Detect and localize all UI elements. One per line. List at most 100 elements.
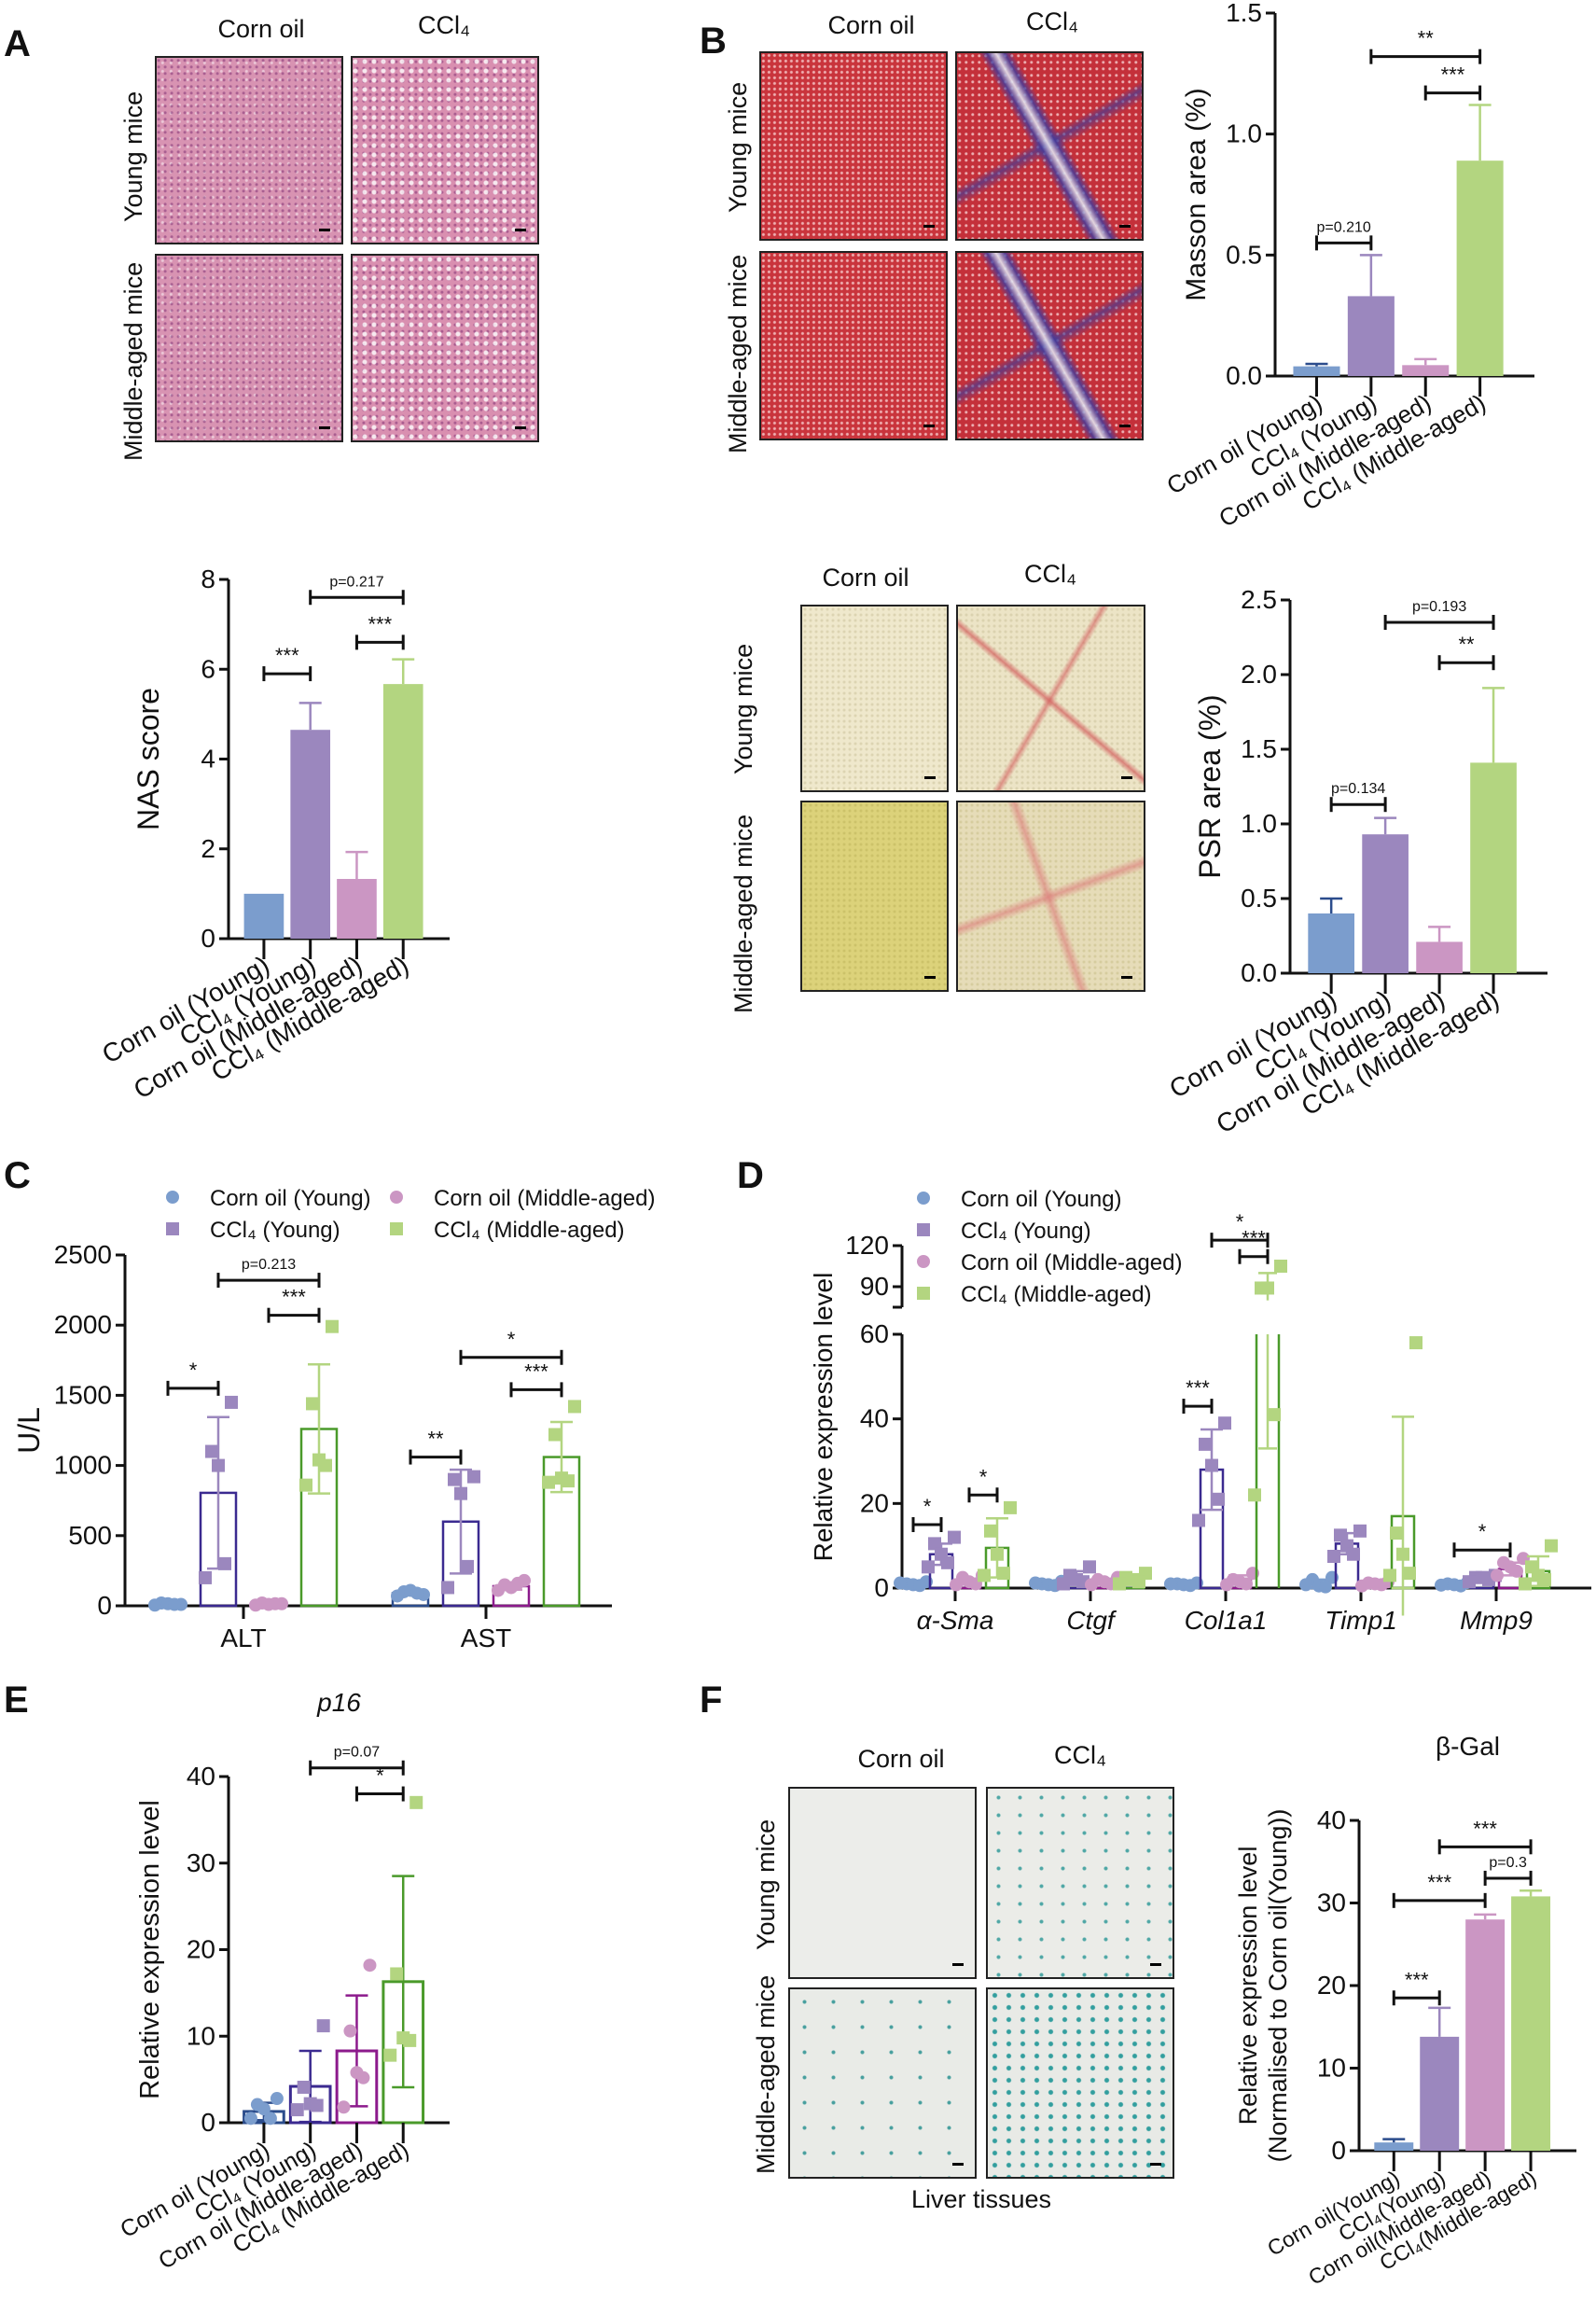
column-header-ccl4: CCl₄ [417,11,471,39]
significance-label: ** [427,1428,444,1451]
y-tick-label: 1.5 [1226,0,1262,27]
significance-label: p=0.210 [1317,219,1371,235]
legend-label: CCl₄ (Middle-aged) [434,1218,625,1243]
y-tick-label: 0.5 [1226,240,1262,269]
data-point-square [310,2098,324,2112]
data-point-square [1274,1260,1287,1273]
legend-marker-square [917,1223,930,1236]
significance-label: * [979,1465,988,1488]
data-point-circle [1085,1578,1098,1592]
bar [1402,365,1450,376]
data-point-square [1268,1408,1281,1422]
scale-bar [319,229,330,231]
data-point-square [290,2103,304,2117]
masson-image-corn-young [759,51,948,241]
data-point-circle [363,1959,377,1972]
significance-label: p=0.213 [242,1257,296,1273]
data-point-square [326,1319,339,1333]
y-tick-label: 10 [1317,2054,1346,2083]
x-tick-label: Mmp9 [1460,1606,1533,1635]
significance-label: *** [368,612,393,635]
y-tick-label: 8 [201,565,215,593]
scale-bar [924,976,936,979]
data-point-square [454,1486,467,1500]
significance-label: p=0.193 [1412,599,1466,615]
data-point-square [1545,1539,1558,1553]
data-point-circle [1220,1578,1233,1592]
y-tick-label: 2.5 [1241,585,1277,614]
data-point-circle [148,1598,161,1612]
bar [290,730,331,939]
y-tick-label: 20 [187,1935,215,1964]
data-point-square [306,1397,319,1411]
y-tick-label: 20 [1317,1971,1346,2000]
panel-label-c: C [4,1155,31,1196]
significance-label: ** [1458,633,1475,656]
y-axis-label: Relative expression level [1234,1847,1262,2126]
data-point-circle [249,1598,262,1612]
data-point-circle [1355,1579,1368,1593]
significance-label: *** [1473,1817,1497,1840]
data-point-circle [1319,1580,1332,1594]
bgal-image-corn-young [788,1787,977,1979]
scale-bar [952,1963,964,1966]
data-point-circle [1029,1576,1042,1590]
y-tick-label: 500 [68,1521,112,1550]
significance-label: ** [1418,27,1435,50]
bar [1362,834,1409,973]
data-point-square [299,1478,312,1492]
he-image-ccl4-middle [351,254,539,442]
x-tick-label: AST [461,1624,511,1652]
scale-bar [515,229,526,231]
data-point-square [218,1556,231,1570]
bar [382,684,423,939]
data-point-square [1334,1528,1347,1542]
data-point-square [199,1570,212,1584]
significance-label: *** [1242,1227,1266,1250]
x-tick-label: Ctgf [1066,1606,1117,1635]
data-point-circle [269,1596,282,1610]
data-point-square [1538,1572,1551,1586]
y-tick-label: 40 [187,1762,215,1791]
y-axis-label: PSR area (%) [1193,694,1227,878]
data-point-square [922,1560,935,1574]
legend-label: CCl₄ (Young) [210,1218,340,1243]
bar [1293,366,1340,376]
y-tick-label: 2500 [54,1240,112,1269]
legend-label: CCl₄ (Middle-aged) [961,1282,1152,1307]
y-axis-label: Relative expression level [135,1800,165,2099]
data-point-circle [257,2102,271,2116]
scale-bar [319,426,330,429]
legend-label: Corn oil (Young) [210,1186,371,1211]
legend-marker-circle [917,1255,930,1268]
psr-image-ccl4-young [956,605,1145,792]
y-tick-label: 0 [874,1573,889,1602]
panel-label-b: B [700,21,727,62]
y-axis-label: Relative expression level [809,1273,838,1562]
scale-bar [1150,1963,1161,1966]
panel-label-d: D [737,1155,764,1196]
significance-label: *** [1441,63,1465,87]
data-point-square [1192,1513,1205,1527]
data-point-square [1199,1437,1212,1451]
scale-bar [952,2163,964,2166]
data-point-circle [1164,1577,1177,1591]
data-point-square [1218,1416,1231,1430]
column-header-ccl4: CCl₄ [1025,7,1079,35]
y-tick-label: 2 [201,834,215,863]
legend-label: Corn oil (Middle-aged) [434,1186,655,1211]
scale-bar [1121,976,1132,979]
significance-label: * [376,1764,384,1788]
y-axis-label: U/L [12,1407,46,1454]
data-point-square [390,1967,404,1981]
y-tick-label: 30 [187,1848,215,1877]
data-point-square [984,1524,997,1538]
significance-label: * [1236,1210,1244,1234]
bar [1465,1919,1506,2151]
he-image-corn-middle [155,254,343,442]
bgal-image-ccl4-middle [986,1987,1174,2179]
